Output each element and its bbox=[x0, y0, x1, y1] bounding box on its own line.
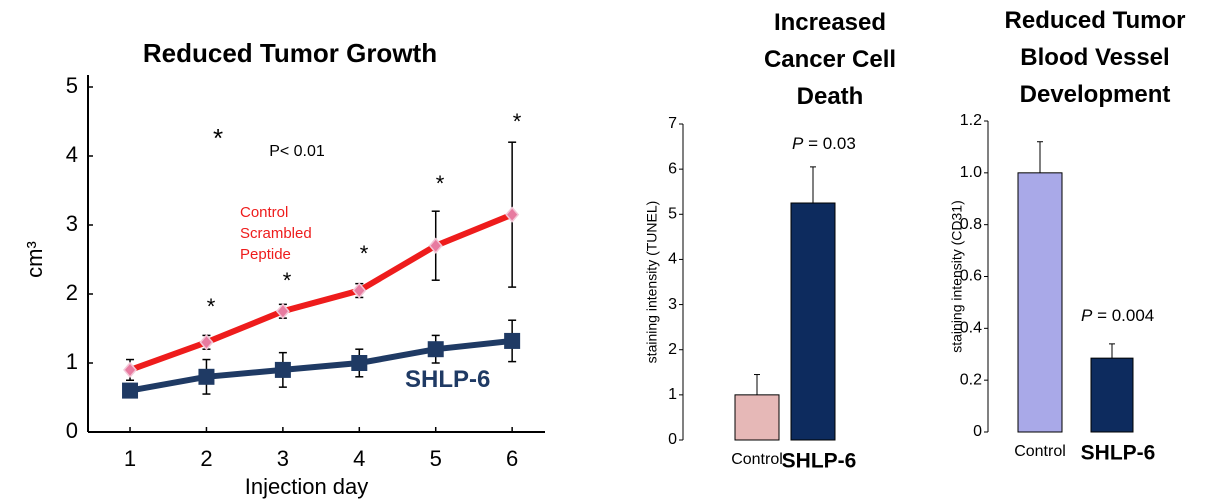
x-tick-label: SHLP-6 bbox=[1081, 442, 1156, 465]
chart-title: Increased Cancer Cell Death bbox=[763, 9, 897, 110]
bar bbox=[1017, 172, 1063, 433]
point bbox=[427, 341, 444, 358]
x-tick-label: 4 bbox=[353, 446, 365, 471]
chart-title: Reduced Tumor Blood Vessel Development bbox=[1004, 7, 1186, 108]
y-tick-label: 1.0 bbox=[960, 164, 982, 181]
point bbox=[505, 206, 520, 223]
x-tick-label: 1 bbox=[124, 446, 136, 471]
point bbox=[504, 332, 521, 349]
point bbox=[275, 303, 290, 320]
bar bbox=[1090, 357, 1134, 433]
y-axis-label: cm³ bbox=[22, 241, 47, 278]
annotation: * bbox=[283, 268, 292, 293]
y-axis-label: staining intensity (TUNEL) bbox=[644, 201, 660, 364]
point bbox=[428, 237, 443, 254]
point bbox=[122, 382, 139, 399]
y-axis-label: staining intensity (CD31) bbox=[949, 200, 965, 353]
y-tick-label: 6 bbox=[668, 160, 677, 177]
y-tick-label: 5 bbox=[668, 206, 677, 223]
x-tick-label: 6 bbox=[506, 446, 518, 471]
x-axis-label: Injection day bbox=[245, 474, 369, 499]
annotation: * bbox=[213, 123, 223, 153]
y-tick-label: 1.2 bbox=[960, 112, 982, 129]
y-tick-label: 1 bbox=[668, 386, 677, 403]
point bbox=[199, 334, 214, 351]
legend-label: Control Scrambled Peptide bbox=[240, 204, 312, 263]
y-tick-label: 0.8 bbox=[960, 216, 982, 233]
annotation: P = 0.004 bbox=[1081, 306, 1155, 325]
y-tick-label: 4 bbox=[66, 142, 78, 167]
x-tick-label: 2 bbox=[200, 446, 212, 471]
bar bbox=[790, 202, 836, 441]
x-tick-label: Control bbox=[731, 451, 783, 468]
y-tick-label: 2 bbox=[66, 280, 78, 305]
series-line bbox=[129, 211, 514, 373]
y-tick-label: 0.2 bbox=[960, 371, 982, 388]
point bbox=[198, 368, 215, 385]
y-tick-label: 0 bbox=[668, 431, 677, 448]
series-line bbox=[129, 337, 513, 394]
chart-title: Reduced Tumor Growth bbox=[142, 38, 438, 68]
y-tick-label: 0.4 bbox=[960, 320, 982, 337]
annotation: P = 0.03 bbox=[792, 134, 856, 153]
y-tick-label: 2 bbox=[668, 341, 677, 358]
y-tick-label: 5 bbox=[66, 73, 78, 98]
bar bbox=[734, 394, 780, 441]
annotation: * bbox=[207, 294, 216, 319]
annotation: * bbox=[436, 171, 445, 196]
annotation: P< 0.01 bbox=[269, 143, 325, 160]
y-tick-label: 4 bbox=[668, 251, 677, 268]
y-tick-label: 3 bbox=[66, 211, 78, 236]
legend-label: SHLP-6 bbox=[405, 366, 491, 393]
x-tick-label: SHLP-6 bbox=[782, 450, 857, 473]
x-tick-label: 3 bbox=[277, 446, 289, 471]
annotation: * bbox=[360, 241, 369, 266]
x-tick-label: 5 bbox=[430, 446, 442, 471]
point bbox=[352, 282, 367, 299]
point bbox=[274, 361, 291, 378]
annotation: * bbox=[513, 109, 522, 134]
y-tick-label: 3 bbox=[668, 296, 677, 313]
point bbox=[351, 355, 368, 371]
y-tick-label: 0.6 bbox=[960, 268, 982, 285]
y-tick-label: 0 bbox=[973, 423, 982, 440]
y-tick-label: 0 bbox=[66, 418, 78, 443]
y-tick-label: 1 bbox=[66, 349, 78, 374]
y-tick-label: 7 bbox=[668, 115, 677, 132]
x-tick-label: Control bbox=[1014, 443, 1066, 460]
point bbox=[123, 361, 138, 379]
